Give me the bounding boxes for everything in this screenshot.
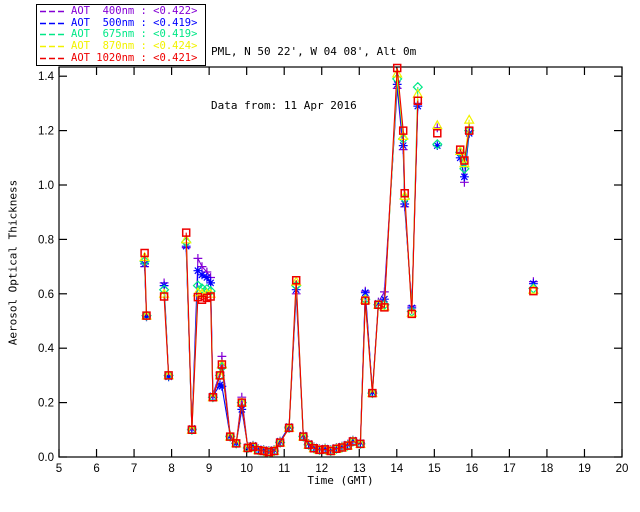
x-tick-label: 17	[503, 463, 516, 475]
x-tick-label: 14	[390, 463, 403, 475]
legend-entry-aot-1020nm: AOT 1020nm : <0.421>	[40, 52, 205, 64]
y-tick-label: 0.2	[38, 398, 54, 410]
series-markers-aot-500nm	[140, 80, 538, 456]
y-tick-label: 0.4	[38, 343, 55, 355]
legend-line-sample	[40, 22, 66, 25]
x-tick-label: 18	[541, 463, 554, 475]
y-tick-label: 1.0	[38, 180, 54, 192]
data-date-line: Data from: 11 Apr 2016	[211, 99, 357, 112]
y-tick-label: 1.2	[38, 126, 54, 138]
series-line-aot-400nm	[145, 88, 534, 451]
legend-entry-label: AOT 400nm : <0.422>	[71, 5, 198, 18]
legend-box: AOT 400nm : <0.422> AOT 500nm : <0.419> AO…	[36, 4, 206, 66]
legend-line-sample	[40, 34, 66, 36]
x-tick-label: 6	[93, 463, 99, 475]
series-line-aot-675nm	[145, 79, 534, 452]
series-aot-500nm	[140, 80, 538, 456]
x-tick-label: 20	[616, 463, 629, 475]
legend-entry-aot-675nm: AOT 675nm : <0.419>	[40, 29, 205, 41]
series-markers-aot-400nm	[140, 84, 538, 456]
series-markers-aot-675nm	[139, 73, 539, 458]
x-tick-label: 5	[56, 463, 62, 475]
x-tick-label: 9	[206, 463, 212, 475]
legend-entry-label: AOT 675nm : <0.419>	[71, 28, 198, 41]
series-line-aot-870nm	[145, 74, 534, 453]
series-aot-400nm	[140, 84, 538, 456]
x-tick-label: 19	[578, 463, 591, 475]
legend-line-sample	[40, 45, 66, 48]
legend-line-sample	[40, 57, 66, 59]
series-aot-1020nm	[140, 63, 538, 457]
legend-entry-label: AOT 870nm : <0.424>	[71, 40, 198, 53]
x-tick-label: 10	[240, 463, 253, 475]
legend-entry-label: AOT 500nm : <0.419>	[71, 16, 198, 29]
legend-entry-aot-400nm: AOT 400nm : <0.422>	[40, 6, 205, 18]
y-tick-label: 0.0	[38, 452, 54, 464]
station-header: PML, N 50 22', W 04 08', Alt 0m Data fro…	[211, 7, 416, 151]
legend-line-sample	[40, 10, 66, 13]
x-tick-label: 8	[168, 463, 174, 475]
x-tick-label: 13	[353, 463, 366, 475]
series-aot-675nm	[139, 73, 539, 458]
series-markers-aot-1020nm	[140, 63, 538, 457]
x-tick-label: 11	[278, 463, 290, 475]
y-tick-label: 0.6	[38, 289, 54, 301]
legend-entry-aot-500nm: AOT 500nm : <0.419>	[40, 16, 205, 30]
x-tick-label: 7	[131, 463, 137, 475]
axes: 5 6 7 8 9 10 11 12 13 14 15 16 17 18 19 20 0.0 0.2 0.4 0.6 0…	[38, 66, 629, 475]
x-tick-label: 15	[428, 463, 441, 475]
legend-entry-label: AOT 1020nm : <0.421>	[71, 51, 198, 64]
legend-entry-aot-870nm: AOT 870nm : <0.424>	[40, 41, 205, 53]
y-tick-label: 1.4	[38, 71, 55, 83]
y-tick-label: 0.8	[38, 234, 54, 246]
x-tick-label: 12	[315, 463, 328, 475]
x-axis-title: Time (GMT)	[307, 474, 374, 487]
station-location-line: PML, N 50 22', W 04 08', Alt 0m	[211, 45, 417, 58]
series-line-aot-1020nm	[145, 68, 534, 452]
x-tick-label: 16	[465, 463, 478, 475]
